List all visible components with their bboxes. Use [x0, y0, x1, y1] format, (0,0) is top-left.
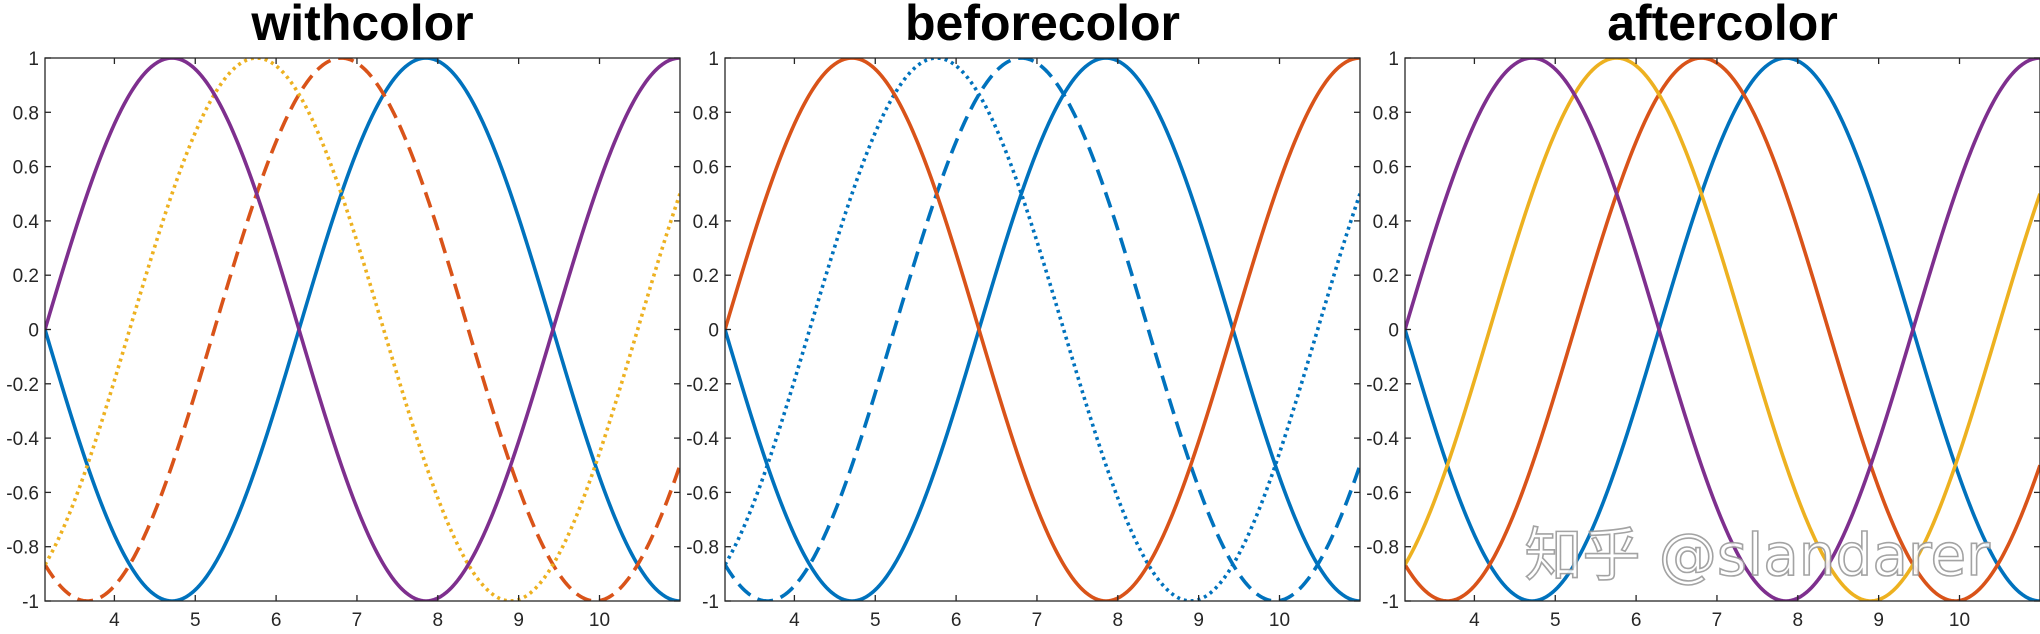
y-tick-label: 0.6 [693, 158, 719, 179]
x-tick-label: 4 [789, 610, 800, 631]
y-tick-label: -1 [22, 592, 39, 613]
y-tick-label: -0.6 [1366, 483, 1399, 504]
y-tick-label: 0.4 [1373, 212, 1400, 233]
y-tick-label: -0.8 [686, 538, 719, 559]
y-tick-label: -0.6 [686, 483, 719, 504]
x-tick-label: 7 [1712, 610, 1723, 631]
series-line-1 [1405, 58, 2040, 601]
y-tick-label: -0.4 [1366, 429, 1399, 450]
series-line-1 [45, 58, 680, 601]
y-tick-label: 0.6 [1373, 158, 1399, 179]
y-tick-label: -0.6 [6, 483, 39, 504]
chart-panel-1: withcolor 4 5 6 7 8 9 10 1 0.8 0.6 0.4 0.2 0 -0.2 -0.4 -… [6, 0, 681, 631]
x-tick-label: 8 [433, 610, 444, 631]
x-tick-label: 10 [1269, 610, 1290, 631]
y-tick-label: 0.8 [13, 103, 39, 124]
x-tick-label: 5 [870, 610, 881, 631]
series-line-3 [1405, 58, 2040, 601]
series-line-3 [45, 58, 680, 601]
y-tick-label: 1 [28, 49, 39, 70]
x-tick-label: 6 [951, 610, 962, 631]
watermark-text: 知乎 @slandarer [1524, 521, 1990, 589]
y-tick-label: 0.4 [693, 212, 720, 233]
y-tick-label: 0.4 [13, 212, 40, 233]
chart-title: withcolor [250, 0, 473, 51]
y-tick-label: -0.8 [1366, 538, 1399, 559]
x-tick-label: 9 [1193, 610, 1204, 631]
chart-panel-3: aftercolor 4 5 6 7 8 9 10 1 0.8 0.6 0.4 0.2 0 -0.2 -0.4… [1366, 0, 2040, 631]
y-tick-label: -0.2 [1366, 375, 1399, 396]
x-tick-label: 10 [589, 610, 610, 631]
x-tick-label: 6 [1631, 610, 1642, 631]
y-tick-label: 0.2 [13, 266, 39, 287]
x-tick-label: 4 [109, 610, 120, 631]
chart-title: beforecolor [905, 0, 1180, 51]
x-tick-label: 9 [513, 610, 524, 631]
series-line-1 [725, 58, 1360, 601]
series-line-2 [725, 58, 1360, 601]
y-tick-label: -0.2 [6, 375, 39, 396]
chart-panel-2: beforecolor 4 5 6 7 8 9 10 1 0.8 0.6 0.4 0.2 0 -0.2 -0.… [686, 0, 1361, 631]
series-line-3 [725, 58, 1360, 601]
y-tick-label: -0.8 [6, 538, 39, 559]
y-tick-label: -1 [702, 592, 719, 613]
series-line-2 [45, 58, 680, 601]
series-line-2 [1405, 58, 2040, 601]
y-tick-label: -1 [1382, 592, 1399, 613]
y-tick-label: -0.2 [686, 375, 719, 396]
y-tick-label: 0.8 [693, 103, 719, 124]
x-tick-label: 6 [271, 610, 282, 631]
y-tick-label: 0.2 [1373, 266, 1399, 287]
y-tick-label: 0.6 [13, 158, 39, 179]
x-tick-label: 9 [1873, 610, 1884, 631]
x-tick-label: 5 [190, 610, 201, 631]
y-tick-label: 0 [28, 321, 39, 342]
y-tick-label: 0 [708, 321, 719, 342]
x-tick-label: 5 [1550, 610, 1561, 631]
x-tick-label: 4 [1469, 610, 1480, 631]
y-tick-label: -0.4 [686, 429, 719, 450]
y-tick-label: 1 [708, 49, 719, 70]
y-tick-label: -0.4 [6, 429, 39, 450]
chart-title: aftercolor [1607, 0, 1838, 51]
y-tick-label: 0.8 [1373, 103, 1399, 124]
series-line-4 [45, 58, 680, 601]
y-tick-label: 1 [1388, 49, 1399, 70]
y-tick-label: 0 [1388, 321, 1399, 342]
x-tick-label: 8 [1793, 610, 1804, 631]
x-tick-label: 7 [1032, 610, 1043, 631]
x-tick-label: 10 [1949, 610, 1970, 631]
x-tick-label: 8 [1113, 610, 1124, 631]
series-line-4 [1405, 58, 2040, 601]
x-tick-label: 7 [352, 610, 363, 631]
series-line-4 [725, 58, 1360, 601]
y-tick-label: 0.2 [693, 266, 719, 287]
